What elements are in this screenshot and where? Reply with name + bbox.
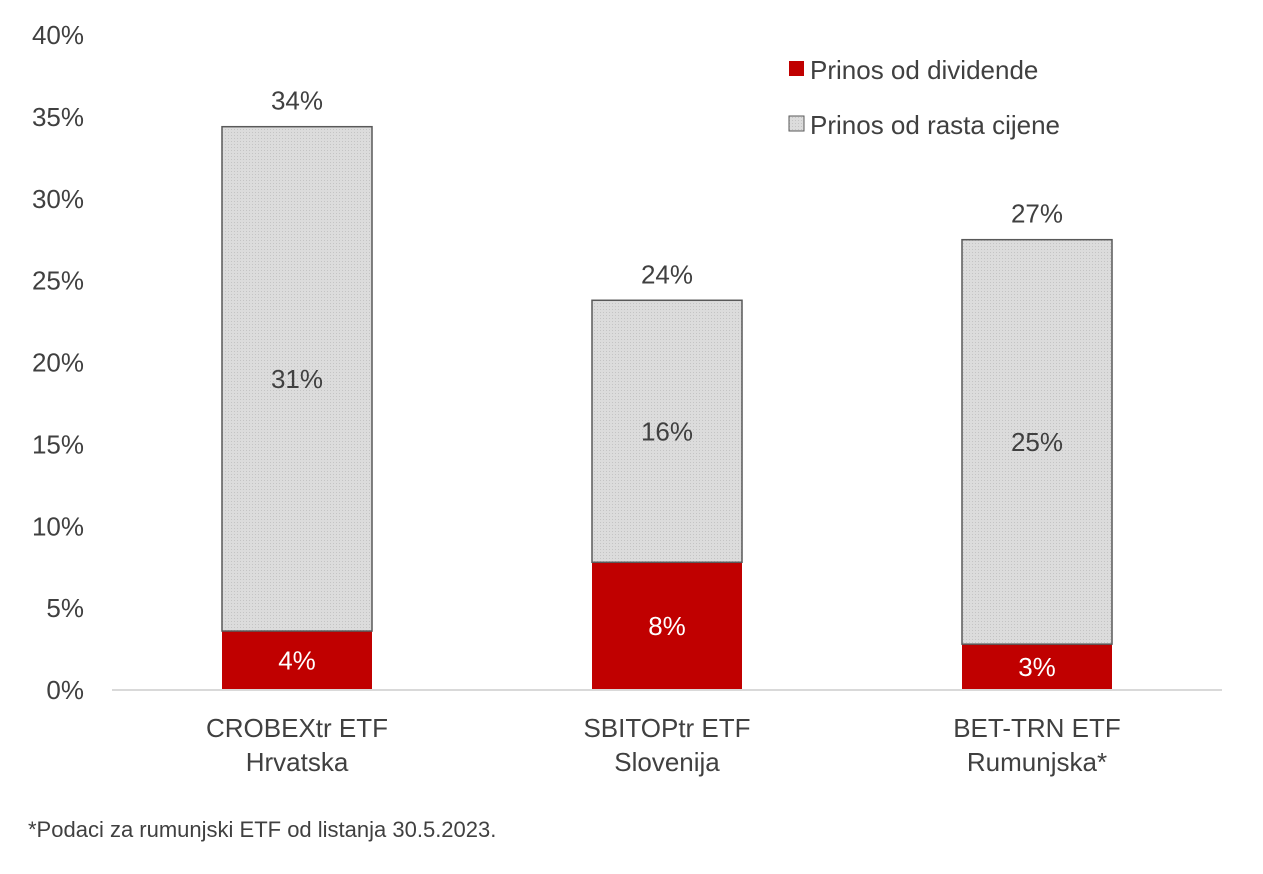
legend-swatch-dividend [789,61,804,76]
bar-segment-price [591,299,743,564]
bar-segment-dividend [962,644,1112,690]
bars: 4% 31% 34% 8% 16% 24% 3% 25% 27% [221,86,1113,690]
legend-swatch-price [788,115,805,132]
x-tick-label: Hrvatska [246,747,349,777]
data-label-dividend: 4% [278,646,316,676]
bar-segment-dividend [592,562,742,690]
x-tick-label: CROBEXtr ETF [206,713,388,743]
footnote: *Podaci za rumunjski ETF od listanja 30.… [28,817,496,842]
y-tick-label: 35% [32,102,84,132]
x-axis: CROBEXtr ETF Hrvatska SBITOPtr ETF Slovenij… [112,689,1222,777]
bar-segment-price [221,125,373,632]
data-label-price: 25% [1011,427,1063,457]
y-tick-label: 15% [32,429,84,459]
y-axis: 0% 5% 10% 15% 20% 25% 30% 35% 40% [32,20,84,705]
x-tick-label: Slovenija [614,747,720,777]
x-tick-label: SBITOPtr ETF [583,713,750,743]
x-tick-label: Rumunjska* [967,747,1107,777]
bar-segment-price [961,238,1113,645]
total-label: 27% [1011,199,1063,229]
y-tick-label: 30% [32,184,84,214]
y-tick-label: 5% [46,593,84,623]
y-tick-label: 25% [32,266,84,296]
x-tick-label: BET-TRN ETF [953,713,1121,743]
total-label: 34% [271,86,323,116]
y-tick-label: 0% [46,675,84,705]
bar-segment-dividend [222,631,372,690]
y-tick-label: 20% [32,348,84,378]
legend-label-dividend: Prinos od dividende [810,55,1038,85]
y-tick-label: 10% [32,511,84,541]
data-label-dividend: 8% [648,611,686,641]
total-label: 24% [641,259,693,289]
legend-label-price: Prinos od rasta cijene [810,110,1060,140]
data-label-price: 31% [271,364,323,394]
data-label-dividend: 3% [1018,652,1056,682]
legend: Prinos od dividende Prinos od rasta cijen… [788,55,1060,140]
y-tick-label: 40% [32,20,84,50]
data-label-price: 16% [641,416,693,446]
